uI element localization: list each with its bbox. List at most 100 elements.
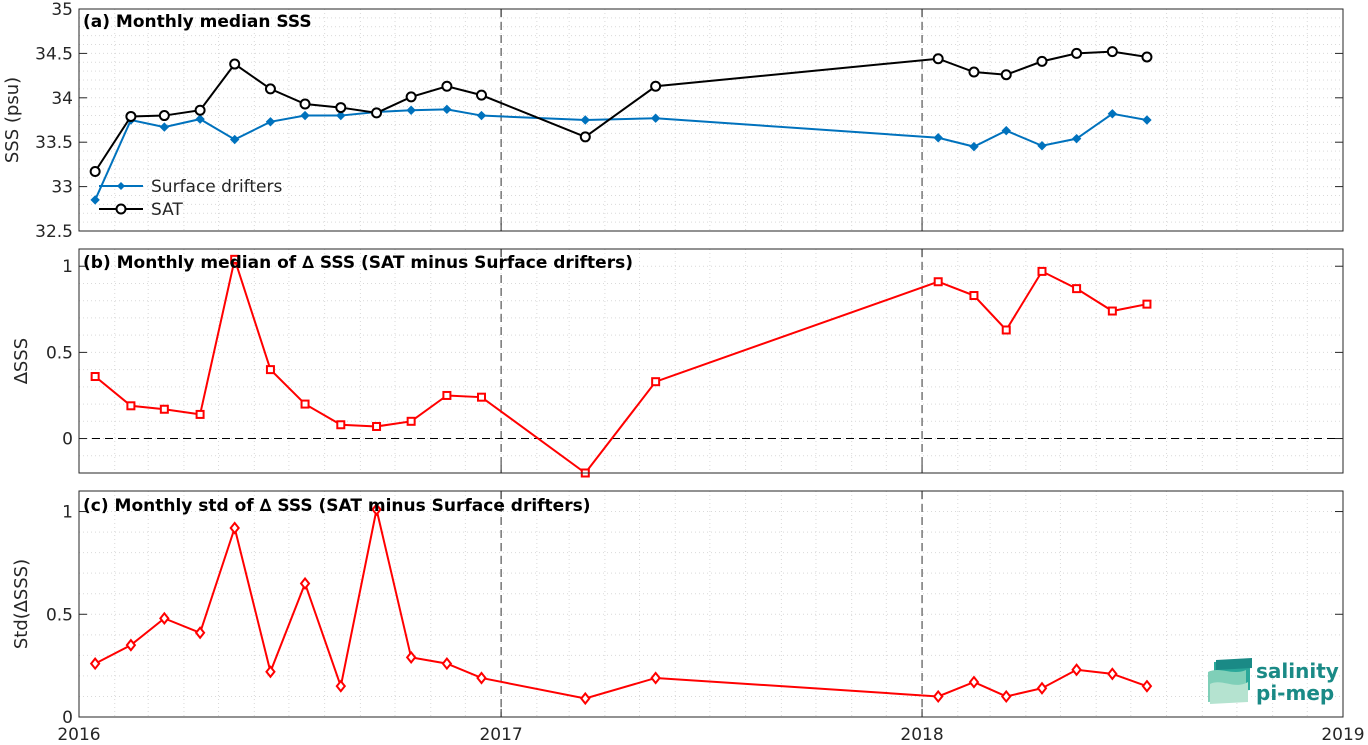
data-point-diamond-open [1036, 681, 1048, 695]
data-point-diamond-open [194, 626, 206, 640]
panel-a-series [89, 46, 1153, 205]
legend-drifters-marker [117, 182, 125, 190]
data-point-diamond-open [405, 650, 417, 665]
y-tick-label: 35 [51, 0, 73, 20]
logo-text-salinity: salinity [1256, 659, 1339, 683]
data-point-diamond-open [125, 638, 137, 652]
data-point-diamond [1037, 141, 1047, 151]
data-point-diamond [159, 122, 170, 132]
data-point-diamond [442, 104, 452, 115]
data-point-square [1107, 306, 1117, 316]
data-point-diamond-open [1000, 689, 1012, 704]
panel-b-year-lines [500, 249, 923, 473]
data-point-diamond-open [650, 671, 661, 685]
panel-monthly-median-sss: 32.5 33 33.5 34 34.5 35 (a) Monthly median SS… [2, 0, 1344, 242]
data-point-diamond [580, 115, 590, 125]
panel-monthly-std-delta-sss: 0 0.5 1 (c) Monthly std of ∆ SSS (SAT minu… [11, 490, 1344, 728]
data-point-diamond [229, 134, 240, 145]
panel-a-grid [78, 8, 1343, 232]
data-point-diamond-open [476, 671, 487, 685]
data-point-square [442, 390, 452, 400]
data-point-diamond [406, 105, 416, 115]
data-point-circle [1036, 55, 1048, 67]
data-point-diamond [476, 110, 487, 121]
panel-c-title: (c) Monthly std of ∆ SSS (SAT minus Surf… [83, 496, 590, 516]
y-tick-label: 0 [62, 708, 73, 728]
logo-wave-icon [1208, 658, 1252, 704]
panel-b-series [90, 254, 1152, 478]
panel-b-frame [78, 248, 1344, 474]
data-point-circle [89, 166, 101, 178]
salinity-pi-mep-logo: salinity pi-mep [1208, 658, 1339, 705]
data-point-diamond-open [299, 576, 311, 591]
data-point-square [300, 399, 310, 409]
data-point-diamond-open [441, 656, 453, 671]
legend-sat-label: SAT [151, 200, 183, 220]
data-point-circle [299, 98, 311, 110]
data-point-square [1072, 284, 1082, 294]
data-point-diamond [969, 141, 979, 152]
y-tick-label: 0.5 [46, 343, 73, 363]
legend-sat-marker [115, 203, 127, 215]
panel-a-ylabel: SSS (psu) [2, 77, 23, 163]
data-point-circle [125, 110, 137, 122]
data-point-square [1037, 266, 1047, 276]
data-point-diamond-open [89, 656, 101, 671]
data-point-diamond [650, 113, 661, 123]
data-point-square [336, 420, 346, 430]
data-point-diamond [265, 117, 276, 127]
x-axis-tick-labels: 2016 2017 2018 2019 [57, 725, 1364, 745]
panel-c-year-lines [500, 491, 923, 717]
data-point-square [1142, 299, 1152, 309]
data-point-diamond [933, 133, 943, 143]
panel-b-ylabel: ∆SSS [11, 338, 32, 385]
panel-a-y-ticks: 32.5 33 33.5 34 34.5 35 [35, 0, 1344, 242]
data-point-diamond [336, 110, 346, 121]
panel-a-year-lines [500, 9, 923, 231]
data-point-square [651, 377, 661, 387]
data-point-square [90, 372, 100, 382]
data-point-square [230, 254, 240, 264]
y-tick-label: 1 [62, 257, 73, 277]
data-point-circle [1000, 69, 1012, 81]
x-tick-label: 2016 [57, 725, 100, 745]
data-point-diamond [1071, 133, 1082, 144]
logo-text-pi-mep: pi-mep [1256, 681, 1334, 705]
data-point-square [195, 409, 205, 419]
panel-c-background [79, 491, 1343, 717]
x-tick-label: 2017 [479, 725, 522, 745]
data-point-square [969, 291, 979, 301]
data-point-circle [1071, 47, 1083, 59]
data-point-circle [475, 89, 487, 101]
data-point-circle [1141, 51, 1153, 63]
y-tick-label: 0.5 [46, 605, 73, 625]
y-tick-label: 0 [62, 430, 73, 450]
data-point-circle [968, 66, 980, 78]
data-point-circle [579, 131, 591, 143]
y-tick-label: 33 [51, 178, 73, 198]
data-point-circle [194, 104, 206, 116]
data-point-diamond [1142, 115, 1152, 125]
data-point-square [159, 404, 169, 414]
data-point-circle [335, 102, 347, 114]
data-point-circle [441, 80, 453, 92]
data-point-diamond-open [371, 502, 382, 517]
data-point-circle [371, 107, 383, 119]
data-point-diamond-open [1141, 679, 1153, 693]
data-point-diamond [300, 110, 310, 121]
y-tick-label: 34 [51, 89, 73, 109]
data-point-circle [264, 83, 276, 95]
y-tick-label: 1 [62, 503, 73, 523]
data-point-square [1001, 325, 1011, 335]
panel-a-title: (a) Monthly median SSS [83, 12, 312, 32]
data-point-diamond [1001, 125, 1011, 136]
data-point-diamond-open [335, 679, 347, 693]
data-point-circle [1106, 46, 1118, 58]
data-point-diamond-open [580, 691, 591, 706]
data-point-diamond-open [932, 689, 944, 704]
panel-b-title: (b) Monthly median of ∆ SSS (SAT minus S… [83, 253, 633, 273]
data-point-diamond-open [1071, 663, 1082, 677]
panel-c-frame [78, 490, 1344, 718]
data-point-diamond-open [229, 521, 240, 535]
